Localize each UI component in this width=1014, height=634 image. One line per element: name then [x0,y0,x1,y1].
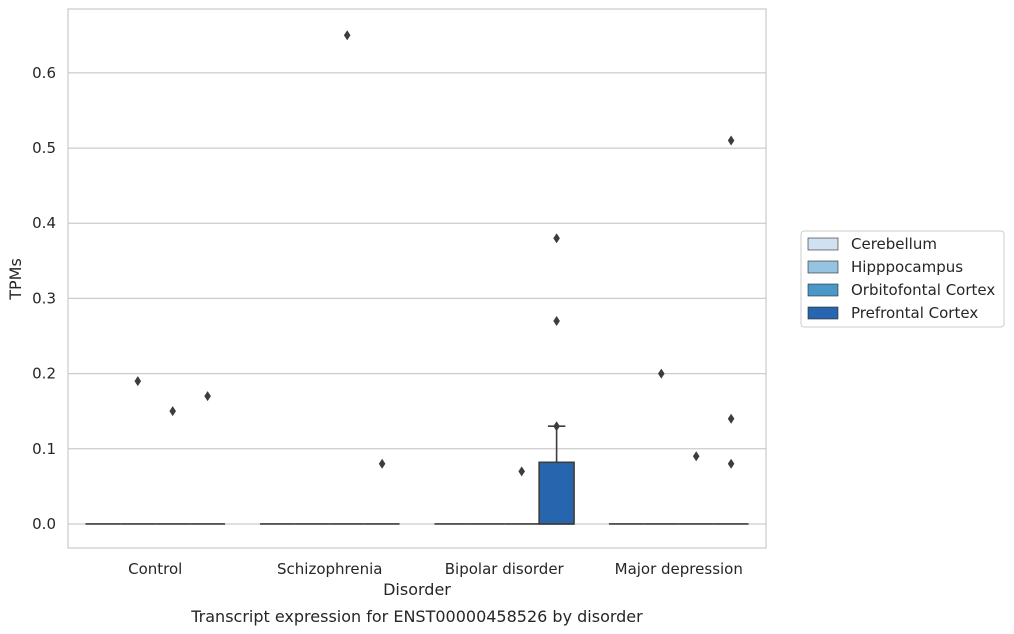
legend: Cerebellum Hipppocampus Orbitofontal Cor… [800,230,1005,328]
outlier-point [378,458,386,469]
legend-swatch-cerebellum [807,237,839,251]
outlier-point [658,368,665,379]
y-tick-label: 0.4 [32,214,56,232]
outlier-point [518,466,525,477]
x-axis-label: Disorder [383,580,451,599]
y-tick-label: 0.2 [32,365,56,383]
y-tick-label: 0.3 [32,289,56,307]
outlier-point [727,135,735,146]
legend-label-hippocampus: Hipppocampus [851,258,963,276]
outlier-point [204,391,211,402]
y-axis-label: TPMs [6,258,25,301]
x-tick-label: Major depression [615,560,743,578]
y-tick-label: 0.5 [32,139,56,157]
outlier-point [553,421,560,432]
x-tick-label: Control [128,560,182,578]
y-tick-labels: 0.0 0.1 0.2 0.3 0.4 0.5 0.6 [32,64,56,533]
outlier-point [727,413,735,424]
legend-label-prefrontal: Prefrontal Cortex [851,304,978,322]
outlier-point [343,30,351,41]
y-gridlines [68,72,766,525]
x-tick-label: Schizophrenia [277,560,382,578]
x-tick-labels: Control Schizophrenia Bipolar disorder Majo… [128,560,743,578]
outlier-points [134,30,735,477]
legend-swatch-prefrontal [807,306,839,320]
y-tick-label: 0.1 [32,440,56,458]
legend-swatch-orbitofrontal [807,283,839,297]
outlier-point [727,458,735,469]
y-tick-label: 0.6 [32,64,56,82]
figure-caption: Transcript expression for ENST0000045852… [190,607,643,626]
box-body [538,461,575,525]
plot-frame [67,8,767,549]
outlier-point [169,406,176,417]
outlier-point [553,315,560,326]
y-tick-label: 0.0 [32,515,56,533]
legend-swatch-hippocampus [807,260,839,274]
x-tick-label: Bipolar disorder [445,560,565,578]
outlier-point [692,451,700,462]
outlier-point [134,376,142,387]
legend-label-cerebellum: Cerebellum [851,235,937,253]
box-elements [85,425,749,525]
legend-frame [800,230,1005,328]
legend-label-orbitofrontal: Orbitofontal Cortex [851,281,995,299]
outlier-point [553,233,560,244]
